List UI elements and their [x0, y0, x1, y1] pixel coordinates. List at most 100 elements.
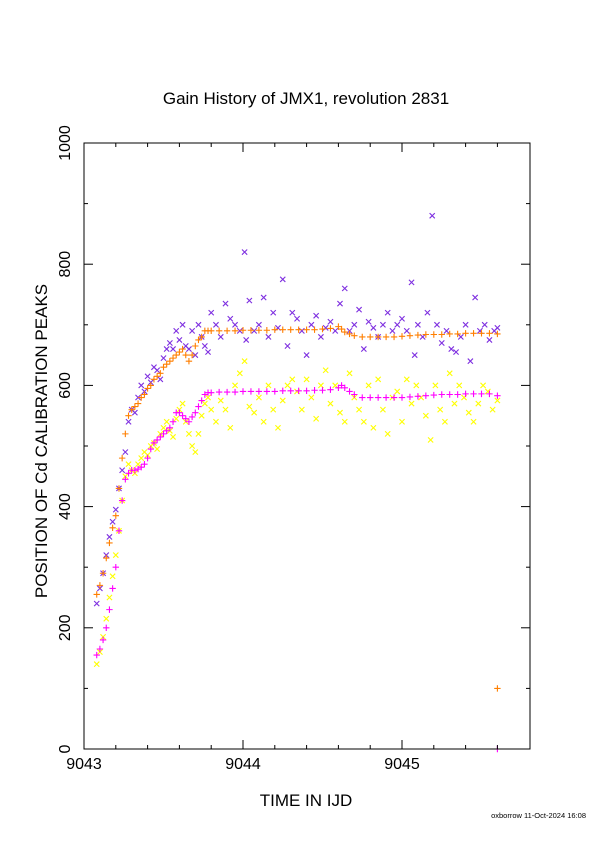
- data-point: [313, 312, 320, 319]
- data-point: [119, 467, 126, 474]
- data-point: [239, 388, 247, 395]
- data-point: [163, 360, 170, 368]
- data-point: [157, 376, 164, 383]
- data-point: [153, 436, 161, 444]
- data-point: [160, 424, 167, 431]
- data-point: [465, 409, 472, 416]
- data-point: [176, 336, 183, 343]
- data-point: [438, 391, 445, 398]
- data-point: [241, 358, 248, 365]
- data-point: [389, 327, 396, 334]
- data-point: [173, 351, 180, 359]
- data-point: [227, 424, 234, 431]
- data-point: [481, 321, 488, 328]
- data-point: [103, 615, 110, 622]
- data-point: [430, 331, 437, 338]
- data-point: [398, 394, 406, 401]
- data-point: [93, 651, 100, 659]
- data-point: [359, 394, 366, 401]
- data-point: [403, 327, 410, 334]
- data-point: [446, 370, 453, 377]
- data-point: [236, 327, 243, 334]
- data-point: [144, 454, 151, 462]
- data-point: [208, 309, 215, 316]
- data-point: [115, 485, 123, 492]
- data-point: [260, 294, 267, 301]
- data-point: [247, 327, 255, 334]
- data-point: [462, 390, 469, 398]
- data-point: [163, 346, 170, 353]
- data-point: [271, 388, 278, 395]
- data-point: [169, 418, 177, 425]
- data-point: [284, 382, 291, 389]
- data-point: [157, 433, 164, 441]
- data-point: [462, 330, 469, 337]
- data-point: [486, 336, 493, 343]
- data-point: [303, 326, 310, 333]
- data-point: [173, 327, 180, 334]
- data-point: [131, 403, 139, 410]
- data-point: [150, 376, 158, 383]
- data-point: [198, 397, 205, 404]
- data-point: [138, 394, 145, 401]
- data-point: [375, 376, 382, 383]
- data-point: [390, 333, 398, 341]
- data-point: [456, 382, 463, 389]
- data-point: [112, 552, 119, 559]
- data-point: [478, 390, 485, 398]
- data-point: [341, 384, 348, 392]
- plot-marks: [93, 212, 501, 753]
- data-point: [271, 326, 278, 333]
- data-point: [441, 418, 448, 425]
- data-point: [255, 321, 262, 328]
- data-point: [279, 397, 286, 404]
- data-point: [270, 309, 277, 316]
- data-point: [163, 418, 170, 425]
- data-point: [166, 357, 174, 365]
- data-point: [279, 387, 286, 395]
- data-point: [279, 326, 286, 333]
- data-point: [403, 376, 410, 383]
- y-tick-label: 800: [57, 251, 74, 278]
- data-point: [246, 403, 253, 410]
- data-point: [231, 388, 239, 396]
- data-point: [265, 382, 272, 389]
- data-point: [287, 326, 294, 333]
- data-point: [179, 400, 186, 407]
- data-point: [185, 346, 192, 353]
- data-point: [160, 364, 167, 371]
- data-point: [223, 327, 231, 335]
- data-point: [150, 439, 158, 447]
- data-point: [406, 332, 414, 339]
- data-point: [365, 382, 372, 389]
- data-point: [289, 309, 296, 316]
- data-point: [195, 336, 202, 344]
- x-axis-ticks: 9043 9044 9045: [66, 143, 498, 773]
- data-point: [341, 418, 348, 425]
- data-point: [179, 412, 186, 419]
- data-point: [274, 424, 281, 431]
- data-point: [494, 330, 501, 338]
- data-point: [99, 570, 107, 577]
- data-point: [131, 409, 138, 416]
- data-point: [422, 412, 429, 419]
- data-point: [494, 685, 501, 692]
- data-point: [173, 415, 180, 422]
- data-point: [494, 397, 501, 404]
- data-point: [182, 415, 189, 422]
- data-point: [141, 460, 148, 468]
- data-point: [399, 418, 405, 425]
- data-point: [154, 367, 161, 374]
- data-point: [189, 327, 196, 334]
- data-point: [109, 585, 116, 592]
- data-point: [317, 333, 324, 340]
- data-point: [327, 386, 334, 393]
- data-point: [154, 446, 161, 453]
- data-point: [192, 449, 199, 456]
- data-point: [141, 391, 148, 398]
- data-point: [382, 333, 390, 341]
- data-point: [429, 212, 436, 219]
- data-point: [247, 388, 255, 395]
- data-point: [192, 409, 199, 416]
